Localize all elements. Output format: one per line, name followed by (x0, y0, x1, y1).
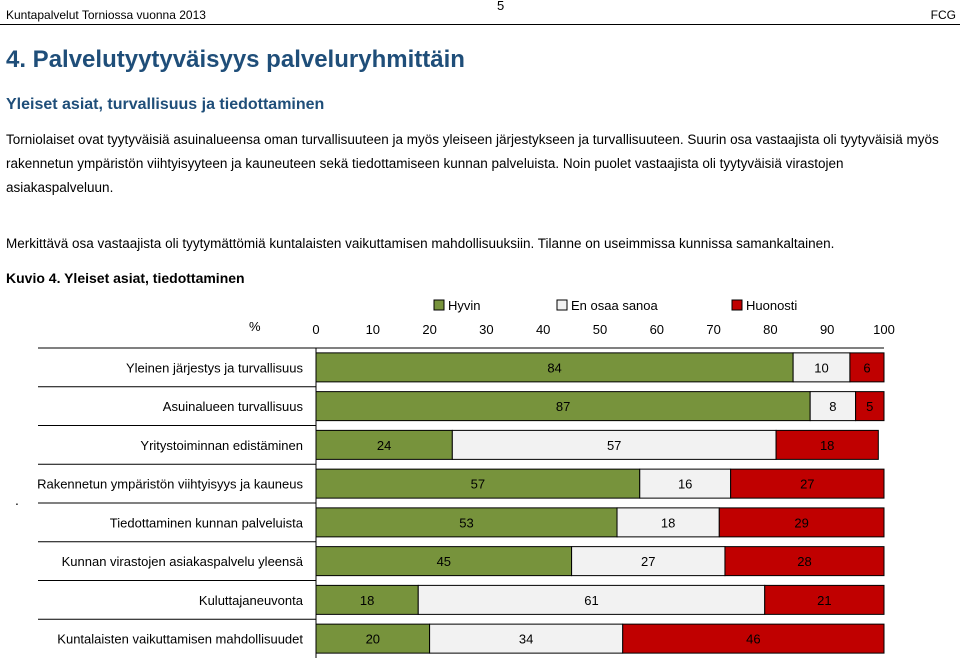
legend-swatch-1 (556, 299, 568, 311)
section-title: 4. Palvelutyytyväisyys palveluryhmittäin (6, 46, 465, 73)
data-label-5-2: 28 (797, 554, 811, 569)
data-label-1-1: 8 (829, 399, 836, 414)
bar-5-2 (724, 546, 885, 577)
data-label-3-0: 57 (471, 477, 485, 492)
category-label-7: Kuntalaisten vaikuttamisen mahdollisuude… (57, 632, 303, 647)
category-label-0: Yleinen järjestys ja turvallisuus (126, 360, 304, 375)
bar-4-0 (315, 507, 618, 538)
tick-label-2: 20 (422, 322, 436, 337)
header-company: FCG (930, 8, 956, 22)
data-label-6-1: 61 (584, 593, 598, 608)
header-page-number: 5 (497, 0, 505, 13)
tick-label-1: 10 (366, 322, 380, 337)
legend-label-0: Hyvin (448, 298, 481, 313)
data-label-1-0: 87 (556, 399, 570, 414)
data-label-4-2: 29 (794, 515, 808, 530)
legend-swatch-2 (731, 299, 743, 311)
paragraph-dissatisfaction: Merkittävä osa vastaajista oli tyytymätt… (6, 236, 835, 251)
bar-0-1 (792, 352, 851, 383)
bar-3-2 (730, 468, 885, 499)
data-label-2-2: 18 (820, 438, 834, 453)
legend-label-2: Huonosti (746, 298, 797, 313)
bar-5-1 (571, 546, 726, 577)
tick-label-8: 80 (763, 322, 777, 337)
category-label-5: Kunnan virastojen asiakaspalvelu yleensä (62, 554, 304, 569)
bar-5-0 (315, 546, 573, 577)
bar-1-0 (315, 391, 811, 422)
data-label-0-0: 84 (547, 360, 561, 375)
bar-0-2 (849, 352, 885, 383)
bar-7-2 (622, 623, 885, 654)
data-label-6-2: 21 (817, 593, 831, 608)
category-label-6: Kuluttajaneuvonta (199, 593, 304, 608)
section-subtitle: Yleiset asiat, turvallisuus ja tiedottam… (6, 96, 325, 113)
bar-7-1 (429, 623, 624, 654)
header-rule (0, 24, 960, 25)
bar-6-0 (315, 584, 419, 615)
data-label-3-2: 27 (800, 477, 814, 492)
category-label-4: Tiedottaminen kunnan palveluista (110, 515, 304, 530)
data-label-7-0: 20 (366, 632, 380, 647)
data-label-4-0: 53 (459, 515, 473, 530)
data-label-1-2: 5 (866, 399, 873, 414)
category-label-3: Rakennetun ympäristön viihtyisyys ja kau… (37, 477, 303, 492)
data-label-3-1: 16 (678, 477, 692, 492)
bar-7-0 (315, 623, 431, 654)
bar-2-2 (775, 429, 879, 460)
tick-label-4: 40 (536, 322, 550, 337)
bar-1-2 (855, 391, 885, 422)
tick-label-3: 30 (479, 322, 493, 337)
tick-label-9: 90 (820, 322, 834, 337)
header-document-title: Kuntapalvelut Torniossa vuonna 2013 (6, 8, 206, 22)
bar-3-1 (639, 468, 732, 499)
data-label-7-2: 46 (746, 632, 760, 647)
paragraph-satisfaction: Torniolaiset ovat tyytyväisiä asuinaluee… (6, 132, 939, 195)
bar-6-2 (764, 584, 885, 615)
data-label-7-1: 34 (519, 632, 533, 647)
bar-1-1 (809, 391, 857, 422)
category-label-2: Yritystoiminnan edistäminen (140, 438, 303, 453)
data-label-2-1: 57 (607, 438, 621, 453)
legend-swatch-0 (433, 299, 445, 311)
category-label-1: Asuinalueen turvallisuus (163, 399, 304, 414)
tick-label-6: 60 (650, 322, 664, 337)
tick-label-0: 0 (312, 322, 319, 337)
axis-unit: % (249, 319, 261, 334)
figure-caption: Kuvio 4. Yleiset asiat, tiedottaminen (6, 270, 245, 286)
tick-label-7: 70 (706, 322, 720, 337)
bar-2-1 (451, 429, 777, 460)
tick-label-5: 50 (593, 322, 607, 337)
bar-4-1 (616, 507, 720, 538)
stray-mark: . (15, 492, 19, 508)
tick-label-10: 100 (873, 322, 895, 337)
bar-2-0 (315, 429, 453, 460)
data-label-5-0: 45 (437, 554, 451, 569)
bar-6-1 (417, 584, 766, 615)
data-label-5-1: 27 (641, 554, 655, 569)
data-label-0-1: 10 (814, 360, 828, 375)
legend-label-1: En osaa sanoa (571, 298, 659, 313)
data-label-0-2: 6 (863, 360, 870, 375)
data-label-4-1: 18 (661, 515, 675, 530)
data-label-6-0: 18 (360, 593, 374, 608)
data-label-2-0: 24 (377, 438, 391, 453)
bar-4-2 (718, 507, 885, 538)
